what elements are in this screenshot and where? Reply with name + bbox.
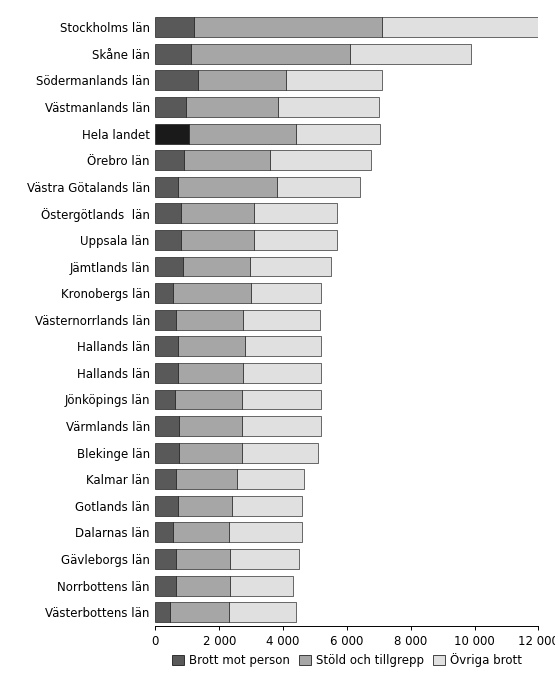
Legend: Brott mot person, Stöld och tillgrepp, Övriga brott: Brott mot person, Stöld och tillgrepp, Ö… xyxy=(168,648,526,671)
Bar xyxy=(229,523,302,542)
Bar xyxy=(155,44,190,64)
Bar xyxy=(155,124,189,144)
Bar xyxy=(155,150,184,170)
Bar xyxy=(155,469,176,489)
Bar xyxy=(245,336,321,357)
Bar xyxy=(155,283,173,303)
Bar xyxy=(243,310,320,329)
Bar xyxy=(178,363,243,383)
Bar xyxy=(194,17,382,37)
Bar xyxy=(190,44,350,64)
Bar xyxy=(155,336,178,357)
Bar xyxy=(186,97,278,117)
Bar xyxy=(176,575,230,596)
Bar xyxy=(189,124,296,144)
Bar xyxy=(251,283,321,303)
Bar xyxy=(176,469,237,489)
Bar xyxy=(243,363,321,383)
Bar xyxy=(382,17,542,37)
Bar xyxy=(178,177,277,197)
Bar xyxy=(155,310,176,329)
Bar xyxy=(184,150,270,170)
Bar xyxy=(277,177,360,197)
Bar xyxy=(155,230,181,250)
Bar xyxy=(183,256,250,277)
Bar xyxy=(254,204,337,223)
Bar xyxy=(155,17,194,37)
Bar xyxy=(232,496,302,516)
Bar xyxy=(241,389,321,409)
Bar xyxy=(250,256,331,277)
Bar xyxy=(270,150,371,170)
Bar xyxy=(155,575,176,596)
Bar xyxy=(181,230,254,250)
Bar xyxy=(155,389,174,409)
Bar xyxy=(350,44,471,64)
Bar xyxy=(155,496,178,516)
Bar xyxy=(230,575,292,596)
Bar xyxy=(237,469,304,489)
Bar xyxy=(178,336,245,357)
Bar xyxy=(179,443,241,463)
Bar xyxy=(181,204,254,223)
Bar xyxy=(173,283,251,303)
Bar xyxy=(155,523,173,542)
Bar xyxy=(229,603,296,622)
Bar xyxy=(155,443,179,463)
Bar xyxy=(155,97,186,117)
Bar xyxy=(199,70,286,90)
Bar xyxy=(241,416,321,436)
Bar xyxy=(178,496,232,516)
Bar xyxy=(179,416,241,436)
Bar xyxy=(176,549,230,569)
Bar xyxy=(173,523,229,542)
Bar xyxy=(155,603,170,622)
Bar xyxy=(155,70,199,90)
Bar xyxy=(254,230,337,250)
Bar xyxy=(278,97,379,117)
Bar xyxy=(170,603,229,622)
Bar xyxy=(155,256,183,277)
Bar xyxy=(286,70,382,90)
Bar xyxy=(155,204,181,223)
Bar xyxy=(155,416,179,436)
Bar xyxy=(241,443,318,463)
Bar xyxy=(230,549,299,569)
Bar xyxy=(174,389,241,409)
Bar xyxy=(176,310,243,329)
Bar xyxy=(296,124,380,144)
Bar xyxy=(155,363,178,383)
Bar xyxy=(155,177,178,197)
Bar xyxy=(155,549,176,569)
